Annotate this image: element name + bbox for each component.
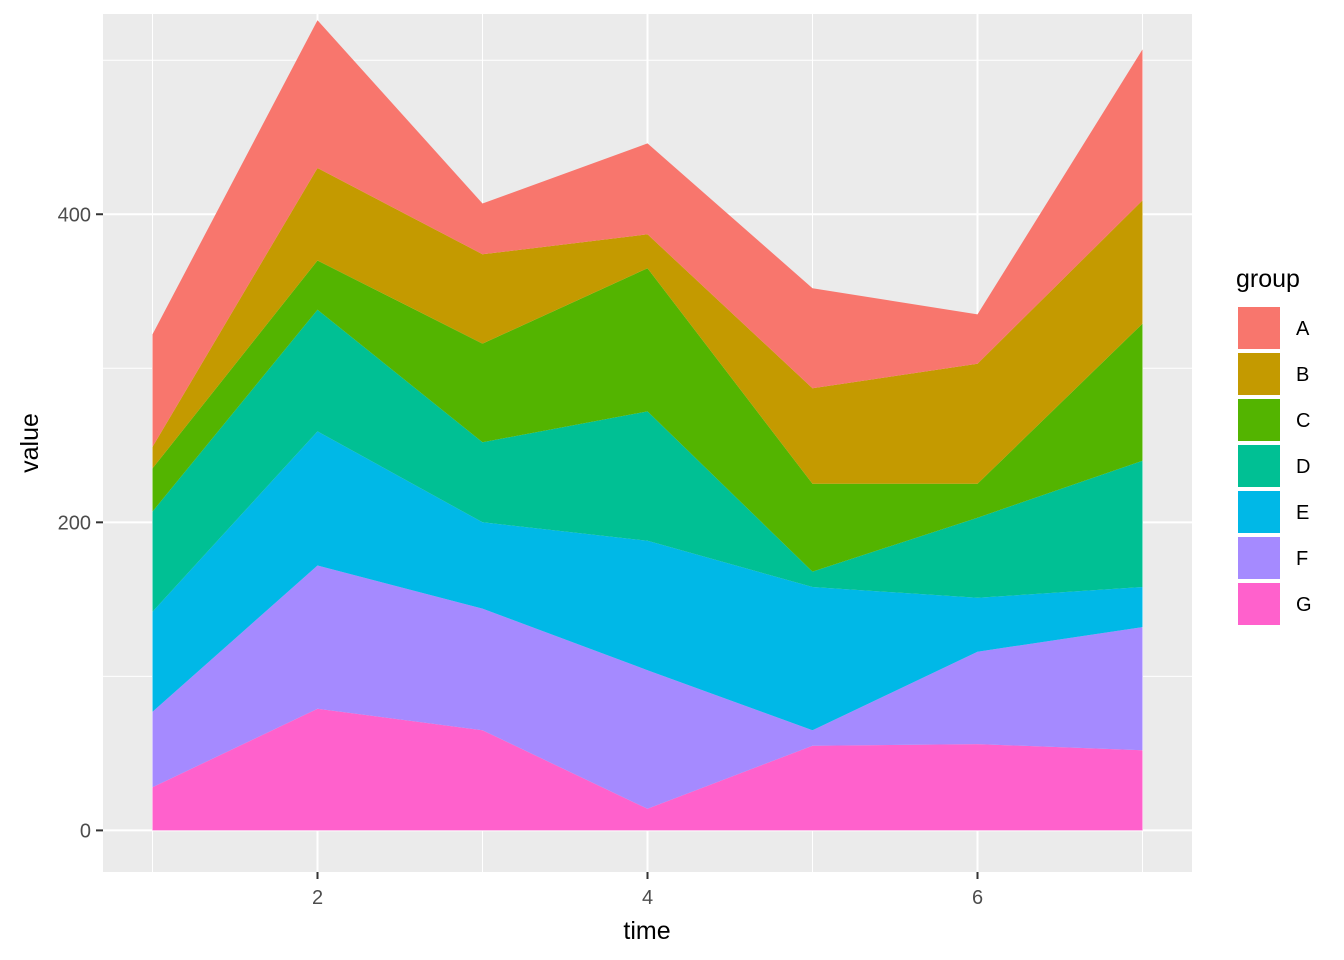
legend-title: group xyxy=(1236,265,1300,293)
area-series-b xyxy=(152,168,1143,484)
legend-key-c xyxy=(1238,399,1280,441)
y-axis-title: value xyxy=(16,413,44,473)
legend-label-a: A xyxy=(1296,318,1310,340)
y-tick-label: 0 xyxy=(80,820,91,842)
legend-key-f xyxy=(1238,537,1280,579)
area-series-c xyxy=(152,260,1143,572)
legend-key-e xyxy=(1238,491,1280,533)
legend-label-d: D xyxy=(1296,456,1310,478)
area-series-g xyxy=(152,708,1143,831)
legend-label-b: B xyxy=(1296,364,1309,386)
legend-key-g xyxy=(1238,583,1280,625)
area-series-d xyxy=(152,309,1143,612)
legend-key-a xyxy=(1238,307,1280,349)
x-axis-title: time xyxy=(623,917,670,945)
area-series-a xyxy=(152,20,1143,447)
legend-key-d xyxy=(1238,445,1280,487)
legend-label-g: G xyxy=(1296,594,1312,616)
area-series-f xyxy=(152,565,1143,809)
y-tick-label: 200 xyxy=(58,512,91,534)
x-tick-label: 4 xyxy=(642,887,653,909)
y-axis: 0 200 400 xyxy=(58,204,103,842)
legend-label-e: E xyxy=(1296,502,1309,524)
x-axis: 2 4 6 xyxy=(312,872,983,909)
area-layers xyxy=(152,20,1143,831)
x-tick-label: 2 xyxy=(312,887,323,909)
legend: group A B C D E F G xyxy=(1236,265,1312,627)
legend-label-f: F xyxy=(1296,548,1308,570)
legend-label-c: C xyxy=(1296,410,1310,432)
legend-key-b xyxy=(1238,353,1280,395)
y-tick-label: 400 xyxy=(58,204,91,226)
x-tick-label: 6 xyxy=(972,887,983,909)
area-series-e xyxy=(152,431,1143,731)
